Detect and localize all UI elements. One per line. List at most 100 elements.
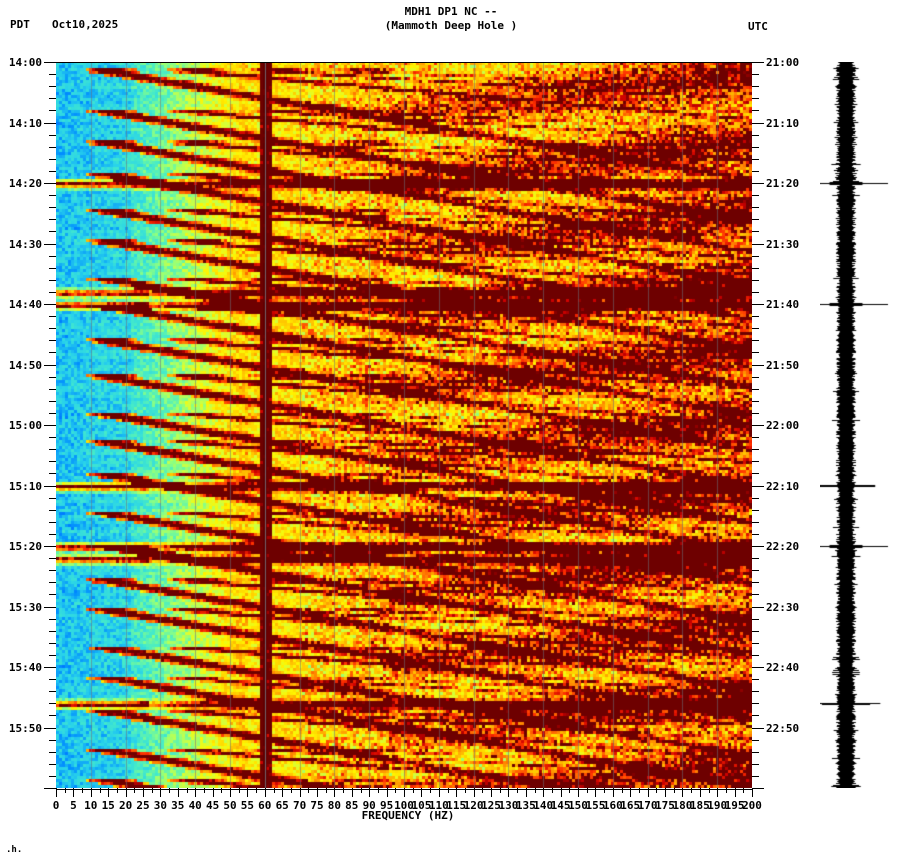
frequency-tick [612,788,614,797]
frequency-label: 120 [463,799,484,812]
spectrogram-plot[interactable] [56,62,752,788]
frequency-tick [743,788,745,793]
time-tick-right [752,340,759,342]
frequency-label: 110 [428,799,449,812]
time-tick-left [49,594,56,596]
time-label-pdt: 14:10 [8,116,42,130]
time-tick-right [752,183,764,184]
time-tick-left [49,110,56,112]
frequency-tick [282,788,284,797]
frequency-tick [638,788,640,793]
time-tick-right [752,62,764,63]
frequency-tick [560,788,562,797]
frequency-tick [691,788,693,793]
frequency-tick [499,788,501,793]
frequency-label: 170 [637,799,658,812]
spectrogram-canvas [56,62,752,788]
frequency-label: 165 [620,799,641,812]
frequency-tick [212,788,214,797]
frequency-label: 135 [515,799,536,812]
frequency-tick [551,788,553,793]
frequency-tick [273,788,275,793]
time-tick-right [752,558,759,560]
frequency-tick [160,788,162,797]
time-tick-right [752,751,759,753]
time-label-pdt: 15:50 [8,721,42,735]
frequency-tick [299,788,301,797]
frequency-tick [412,788,414,793]
time-tick-left [49,437,56,439]
time-tick-right [752,570,759,572]
frequency-label: 25 [136,799,150,812]
timezone-left-label: PDT [10,18,30,31]
time-label-pdt: 15:40 [8,661,42,674]
time-label-utc: 22:20 [766,540,800,553]
date-label: Oct10,2025 [52,18,119,31]
frequency-tick [308,788,310,793]
time-tick-right [752,546,764,547]
time-tick-right [752,509,759,511]
time-tick-right [752,691,759,693]
frequency-tick [90,788,92,797]
time-tick-left [49,739,56,741]
time-label-utc: 21:40 [766,298,800,311]
frequency-label: 105 [411,799,432,812]
time-tick-left [49,521,56,523]
frequency-tick [491,788,492,797]
time-tick-right [752,243,764,245]
time-label-pdt: 15:00 [8,419,42,432]
frequency-tick [377,788,379,793]
time-tick-left [49,207,56,209]
time-tick-right [752,412,759,414]
time-label-utc: 21:20 [766,177,800,190]
time-tick-left [49,642,56,644]
time-tick-right [752,437,759,439]
time-tick-right [752,582,759,584]
time-tick-right [752,304,764,305]
frequency-label: 80 [327,799,342,812]
time-tick-left [44,183,56,184]
time-label-utc: 22:50 [766,721,800,735]
frequency-label: 200 [742,799,762,812]
frequency-tick [317,788,318,797]
time-label-pdt: 15:20 [8,540,42,553]
time-tick-left [49,630,56,632]
frequency-tick [351,788,353,797]
frequency-label: 30 [153,799,168,812]
frequency-tick [665,788,666,797]
frequency-label: 60 [258,799,272,812]
time-tick-left [49,134,56,136]
frequency-label: 115 [446,799,467,812]
frequency-label: 155 [585,799,606,812]
time-tick-right [752,364,764,366]
frequency-tick [630,788,632,797]
frequency-tick [464,788,466,793]
time-tick-left [44,667,56,668]
station-subtitle: (Mammoth Deep Hole ) [384,19,518,32]
time-tick-left [49,533,56,535]
time-tick-left [44,546,56,547]
time-tick-left [49,158,56,160]
frequency-label: 160 [602,799,623,812]
time-tick-right [752,775,759,777]
frequency-tick [534,788,536,793]
time-tick-right [752,485,764,487]
frequency-tick [151,788,153,793]
time-tick-left [44,788,56,789]
frequency-label: 140 [533,799,554,812]
time-tick-right [752,98,759,100]
frequency-tick [604,788,606,793]
frequency-label: 100 [394,799,414,812]
time-tick-right [752,328,759,330]
time-tick-right [752,763,759,765]
time-tick-right [752,74,759,76]
frequency-tick [134,788,136,793]
time-tick-right [752,473,759,475]
time-label-utc: 21:50 [766,358,800,372]
frequency-label: 0 [52,799,60,812]
time-label-pdt: 15:30 [8,600,42,614]
frequency-tick [325,788,327,793]
time-tick-right [752,291,759,293]
time-tick-right [752,146,759,148]
frequency-tick [621,788,623,793]
